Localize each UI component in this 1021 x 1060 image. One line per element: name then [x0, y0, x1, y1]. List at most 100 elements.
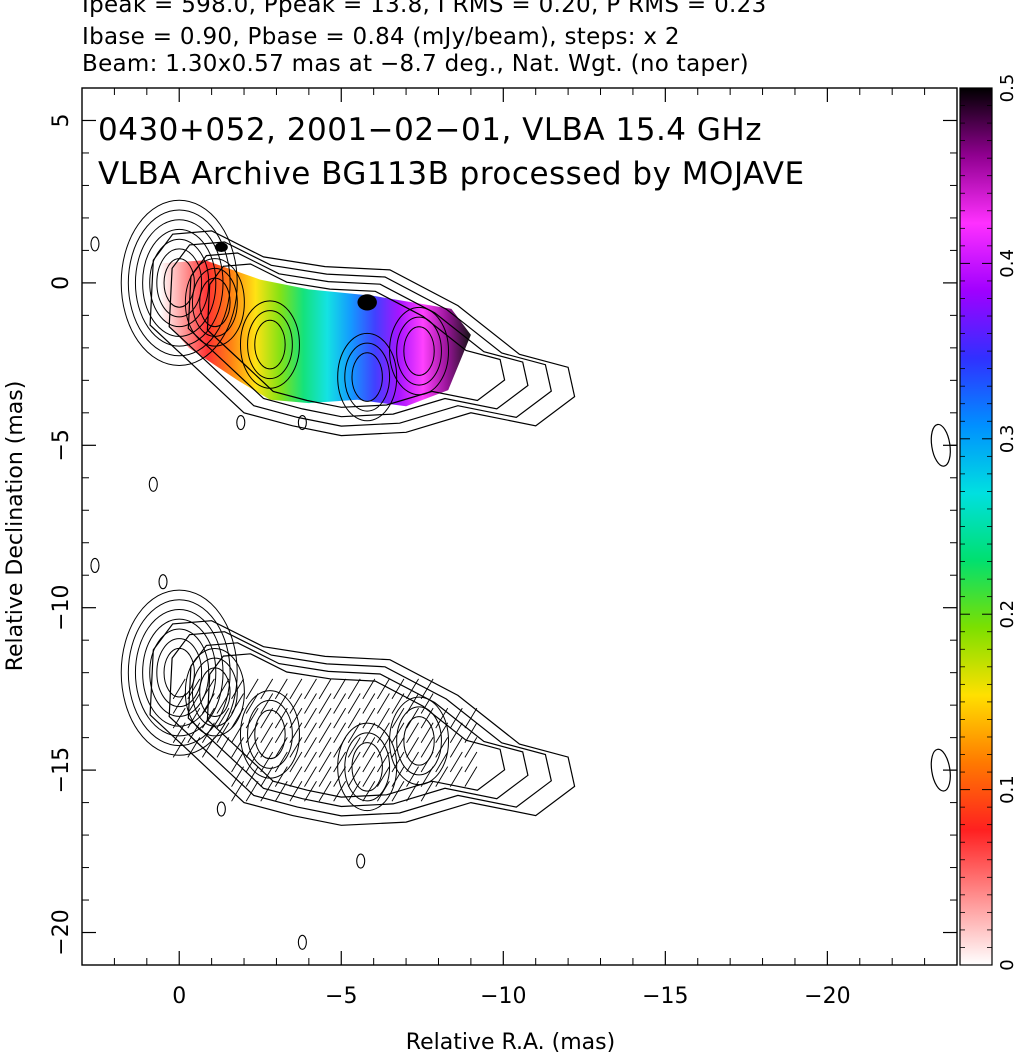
evpa-tick — [377, 766, 390, 787]
evpa-tick — [406, 707, 419, 729]
y-tick-label: −10 — [49, 584, 74, 630]
y-tick-label: −15 — [49, 747, 74, 793]
evpa-tick — [435, 751, 449, 773]
component-contour — [199, 277, 231, 328]
colorbar-tick-label: 0 — [997, 959, 1018, 970]
evpa-tick — [260, 722, 274, 743]
component-contour — [403, 716, 435, 766]
evpa-tick — [449, 766, 463, 787]
evpa-tick — [391, 693, 405, 714]
evpa-tick — [318, 707, 332, 729]
contour-level — [187, 252, 529, 418]
evpa-tick — [377, 780, 390, 802]
evpa-tick — [333, 751, 347, 773]
evpa-tick — [377, 693, 390, 714]
evpa-tick — [289, 780, 303, 802]
evpa-tick — [347, 678, 361, 700]
component-contour — [134, 219, 224, 347]
noise-contour — [158, 574, 168, 590]
contour-level — [168, 631, 552, 817]
evpa-tick — [464, 722, 478, 743]
evpa-tick — [420, 737, 434, 758]
component-contour — [351, 742, 383, 792]
evpa-tick — [435, 707, 449, 729]
evpa-tick — [362, 766, 376, 787]
evpa-tick — [274, 678, 288, 700]
evpa-vector-ticks — [172, 678, 478, 802]
evpa-tick — [420, 678, 434, 700]
component-contour — [389, 696, 450, 786]
evpa-tick — [333, 722, 347, 743]
plot-title: 0430+052, 2001−02−01, VLBA 15.4 GHz — [98, 112, 762, 148]
component-contour — [120, 589, 238, 756]
evpa-tick — [406, 737, 419, 758]
component-contour — [396, 706, 442, 776]
component-contour — [149, 628, 210, 717]
component-contour — [156, 638, 203, 708]
x-tick-label: 0 — [172, 984, 186, 1009]
component-contour — [142, 618, 217, 727]
evpa-tick — [420, 707, 434, 729]
evpa-tick — [304, 780, 317, 802]
y-tick-label: −5 — [49, 429, 74, 461]
evpa-tick — [231, 693, 244, 714]
evpa-tick — [347, 707, 361, 729]
evpa-tick — [231, 678, 244, 700]
axes: 0 −5 −10 −15 −20 5 0 −5 −10 −15 −20 — [49, 88, 957, 1009]
high-fraction-patch — [357, 294, 377, 311]
x-tick-label: −15 — [642, 984, 688, 1009]
evpa-tick — [391, 707, 405, 729]
evpa-tick — [420, 780, 434, 802]
component-contour — [344, 342, 391, 412]
evpa-tick — [187, 707, 201, 729]
x-axis-label: Relative R.A. (mas) — [405, 1030, 616, 1055]
component-contour — [163, 647, 195, 698]
evpa-tick — [187, 693, 201, 714]
evpa-tick — [245, 751, 259, 773]
contour-level — [149, 620, 576, 826]
evpa-tick — [172, 693, 186, 714]
evpa-tick — [391, 722, 405, 743]
evpa-tick — [202, 693, 215, 714]
evpa-tick — [289, 707, 303, 729]
noise-contour — [90, 557, 100, 574]
evpa-tick — [274, 737, 288, 758]
evpa-tick — [245, 693, 259, 714]
evpa-tick — [231, 780, 244, 802]
evpa-tick — [304, 737, 317, 758]
plot-frame — [81, 87, 958, 966]
colorbar-tick-label: 0.5 — [997, 74, 1018, 103]
colorbar-tick-label: 0.1 — [997, 775, 1018, 804]
component-contour — [239, 690, 300, 779]
evpa-tick — [172, 737, 186, 758]
evpa-tick — [464, 751, 478, 773]
evpa-tick — [464, 707, 478, 729]
evpa-tick — [304, 693, 317, 714]
evpa-tick — [202, 722, 215, 743]
component-contour — [247, 310, 293, 380]
evpa-tick — [318, 766, 332, 787]
evpa-tick — [274, 722, 288, 743]
evpa-tick — [260, 737, 274, 758]
component-contour — [337, 722, 398, 812]
evpa-tick — [362, 737, 376, 758]
evpa-tick — [245, 722, 259, 743]
evpa-tick — [260, 693, 274, 714]
evpa-tick — [406, 678, 419, 700]
evpa-tick — [304, 678, 317, 700]
evpa-tick — [231, 766, 244, 787]
evpa-tick — [260, 751, 274, 773]
evpa-tick — [362, 722, 376, 743]
evpa-tick — [391, 737, 405, 758]
evpa-tick — [172, 678, 186, 700]
y-tick-label: 0 — [49, 276, 74, 290]
component-contour — [389, 306, 450, 396]
evpa-tick — [245, 766, 259, 787]
component-contour — [239, 300, 300, 389]
evpa-tick — [391, 780, 405, 802]
noise-contour — [297, 415, 307, 431]
evpa-tick — [318, 751, 332, 773]
evpa-tick — [260, 678, 274, 700]
evpa-tick — [362, 693, 376, 714]
evpa-tick — [420, 766, 434, 787]
